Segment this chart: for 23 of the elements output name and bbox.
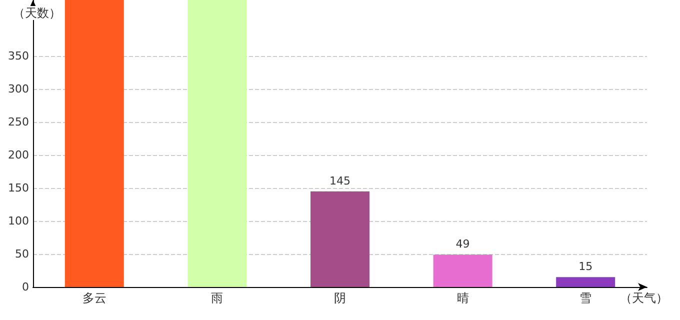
x-tick-label: 阴 [334, 291, 346, 305]
y-tick-label: 150 [8, 182, 29, 195]
data-label: 145 [330, 174, 350, 188]
y-tick-label: 350 [8, 50, 29, 63]
y-tick-label: 0 [22, 280, 29, 294]
x-tick-label: 雪 [580, 291, 592, 305]
bar [433, 254, 492, 287]
x-tick-label: 雨 [211, 291, 224, 305]
y-axis-title: （天数） [13, 6, 61, 20]
y-tick-label: 200 [8, 148, 29, 162]
bar [64, 0, 124, 287]
y-tick-label: 100 [8, 214, 29, 228]
data-label: 49 [456, 238, 470, 251]
x-tick-label: 晴 [456, 291, 469, 305]
bar [556, 277, 616, 287]
bar [188, 0, 247, 287]
y-tick-label: 300 [8, 82, 29, 96]
x-axis-title: （天气） [620, 291, 668, 305]
bar [310, 191, 370, 287]
y-tick-label: 250 [8, 116, 29, 129]
x-tick-label: 多云 [82, 291, 106, 305]
y-tick-label: 50 [15, 248, 29, 261]
data-label: 15 [578, 260, 593, 274]
